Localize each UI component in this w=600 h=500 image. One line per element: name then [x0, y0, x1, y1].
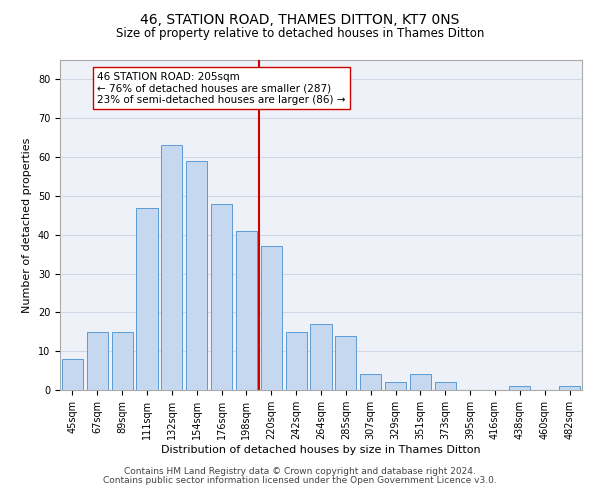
Text: Contains public sector information licensed under the Open Government Licence v3: Contains public sector information licen… [103, 476, 497, 485]
Bar [186, 161, 207, 390]
Bar [435, 382, 456, 390]
Bar [136, 208, 158, 390]
Bar [286, 332, 307, 390]
Bar [385, 382, 406, 390]
Bar [310, 324, 332, 390]
Bar [87, 332, 108, 390]
Bar [236, 231, 257, 390]
Bar [509, 386, 530, 390]
Bar [261, 246, 282, 390]
Text: Size of property relative to detached houses in Thames Ditton: Size of property relative to detached ho… [116, 28, 484, 40]
Bar [161, 146, 182, 390]
Bar [559, 386, 580, 390]
Bar [112, 332, 133, 390]
Bar [410, 374, 431, 390]
Text: Contains HM Land Registry data © Crown copyright and database right 2024.: Contains HM Land Registry data © Crown c… [124, 467, 476, 476]
Text: 46 STATION ROAD: 205sqm
← 76% of detached houses are smaller (287)
23% of semi-d: 46 STATION ROAD: 205sqm ← 76% of detache… [97, 72, 346, 105]
Text: 46, STATION ROAD, THAMES DITTON, KT7 0NS: 46, STATION ROAD, THAMES DITTON, KT7 0NS [140, 12, 460, 26]
Bar [62, 359, 83, 390]
Bar [211, 204, 232, 390]
Y-axis label: Number of detached properties: Number of detached properties [22, 138, 32, 312]
Bar [360, 374, 381, 390]
X-axis label: Distribution of detached houses by size in Thames Ditton: Distribution of detached houses by size … [161, 444, 481, 454]
Bar [335, 336, 356, 390]
